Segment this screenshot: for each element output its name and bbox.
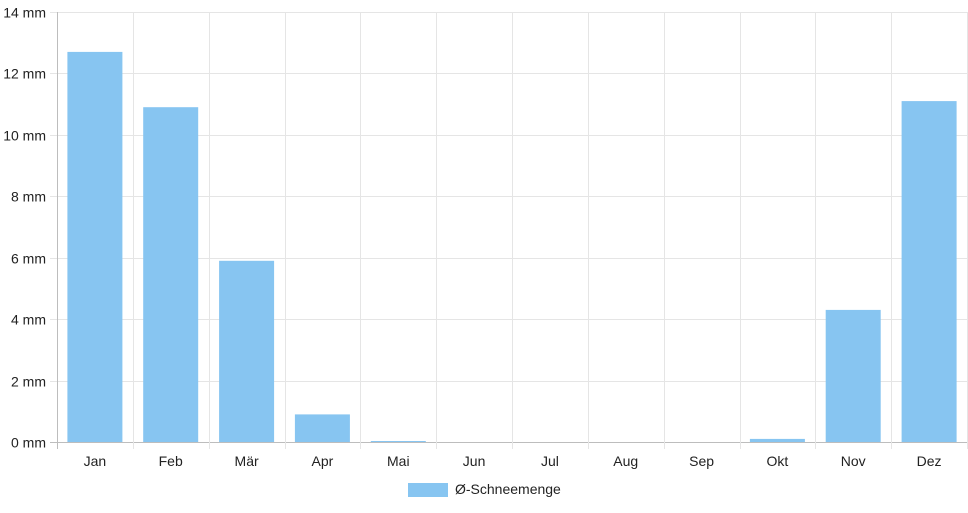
legend-swatch bbox=[408, 483, 448, 497]
bars bbox=[67, 51, 957, 443]
x-tick-label: Okt bbox=[767, 453, 789, 469]
y-tick-label: 0 mm bbox=[11, 435, 46, 451]
bar-mär[interactable] bbox=[219, 260, 275, 442]
axes: 0 mm 2 mm 4 mm 6 mm 8 mm 10 mm 12 mm 14 mm Jan Fe… bbox=[3, 5, 941, 470]
x-tick-label: Aug bbox=[613, 453, 638, 469]
x-tick-label: Nov bbox=[841, 453, 866, 469]
bar-apr[interactable] bbox=[294, 414, 350, 442]
x-tick-label: Sep bbox=[689, 453, 714, 469]
y-tick-label: 10 mm bbox=[3, 128, 46, 144]
y-tick-label: 6 mm bbox=[11, 251, 46, 267]
y-tick-label: 2 mm bbox=[11, 374, 46, 390]
x-tick-label: Jul bbox=[541, 453, 559, 469]
y-tick-label: 14 mm bbox=[3, 5, 46, 21]
x-tick-label: Apr bbox=[312, 453, 334, 469]
bar-dez[interactable] bbox=[901, 101, 957, 442]
bar-okt[interactable] bbox=[749, 438, 805, 442]
x-tick-label: Feb bbox=[159, 453, 183, 469]
x-tick-label: Dez bbox=[917, 453, 942, 469]
y-tick-label: 8 mm bbox=[11, 189, 46, 205]
x-tick-label: Jan bbox=[84, 453, 107, 469]
y-tick-label: 12 mm bbox=[3, 66, 46, 82]
grid-lines bbox=[50, 12, 968, 449]
bar-mai[interactable] bbox=[370, 441, 426, 442]
bar-nov[interactable] bbox=[825, 309, 881, 442]
x-tick-label: Mär bbox=[235, 453, 259, 469]
bar-jan[interactable] bbox=[67, 51, 123, 443]
legend-label: Ø-Schneemenge bbox=[455, 481, 561, 497]
y-tick-label: 4 mm bbox=[11, 312, 46, 328]
bar-feb[interactable] bbox=[143, 107, 199, 442]
legend[interactable]: Ø-Schneemenge bbox=[408, 481, 561, 497]
x-tick-label: Mai bbox=[387, 453, 410, 469]
x-tick-label: Jun bbox=[463, 453, 486, 469]
